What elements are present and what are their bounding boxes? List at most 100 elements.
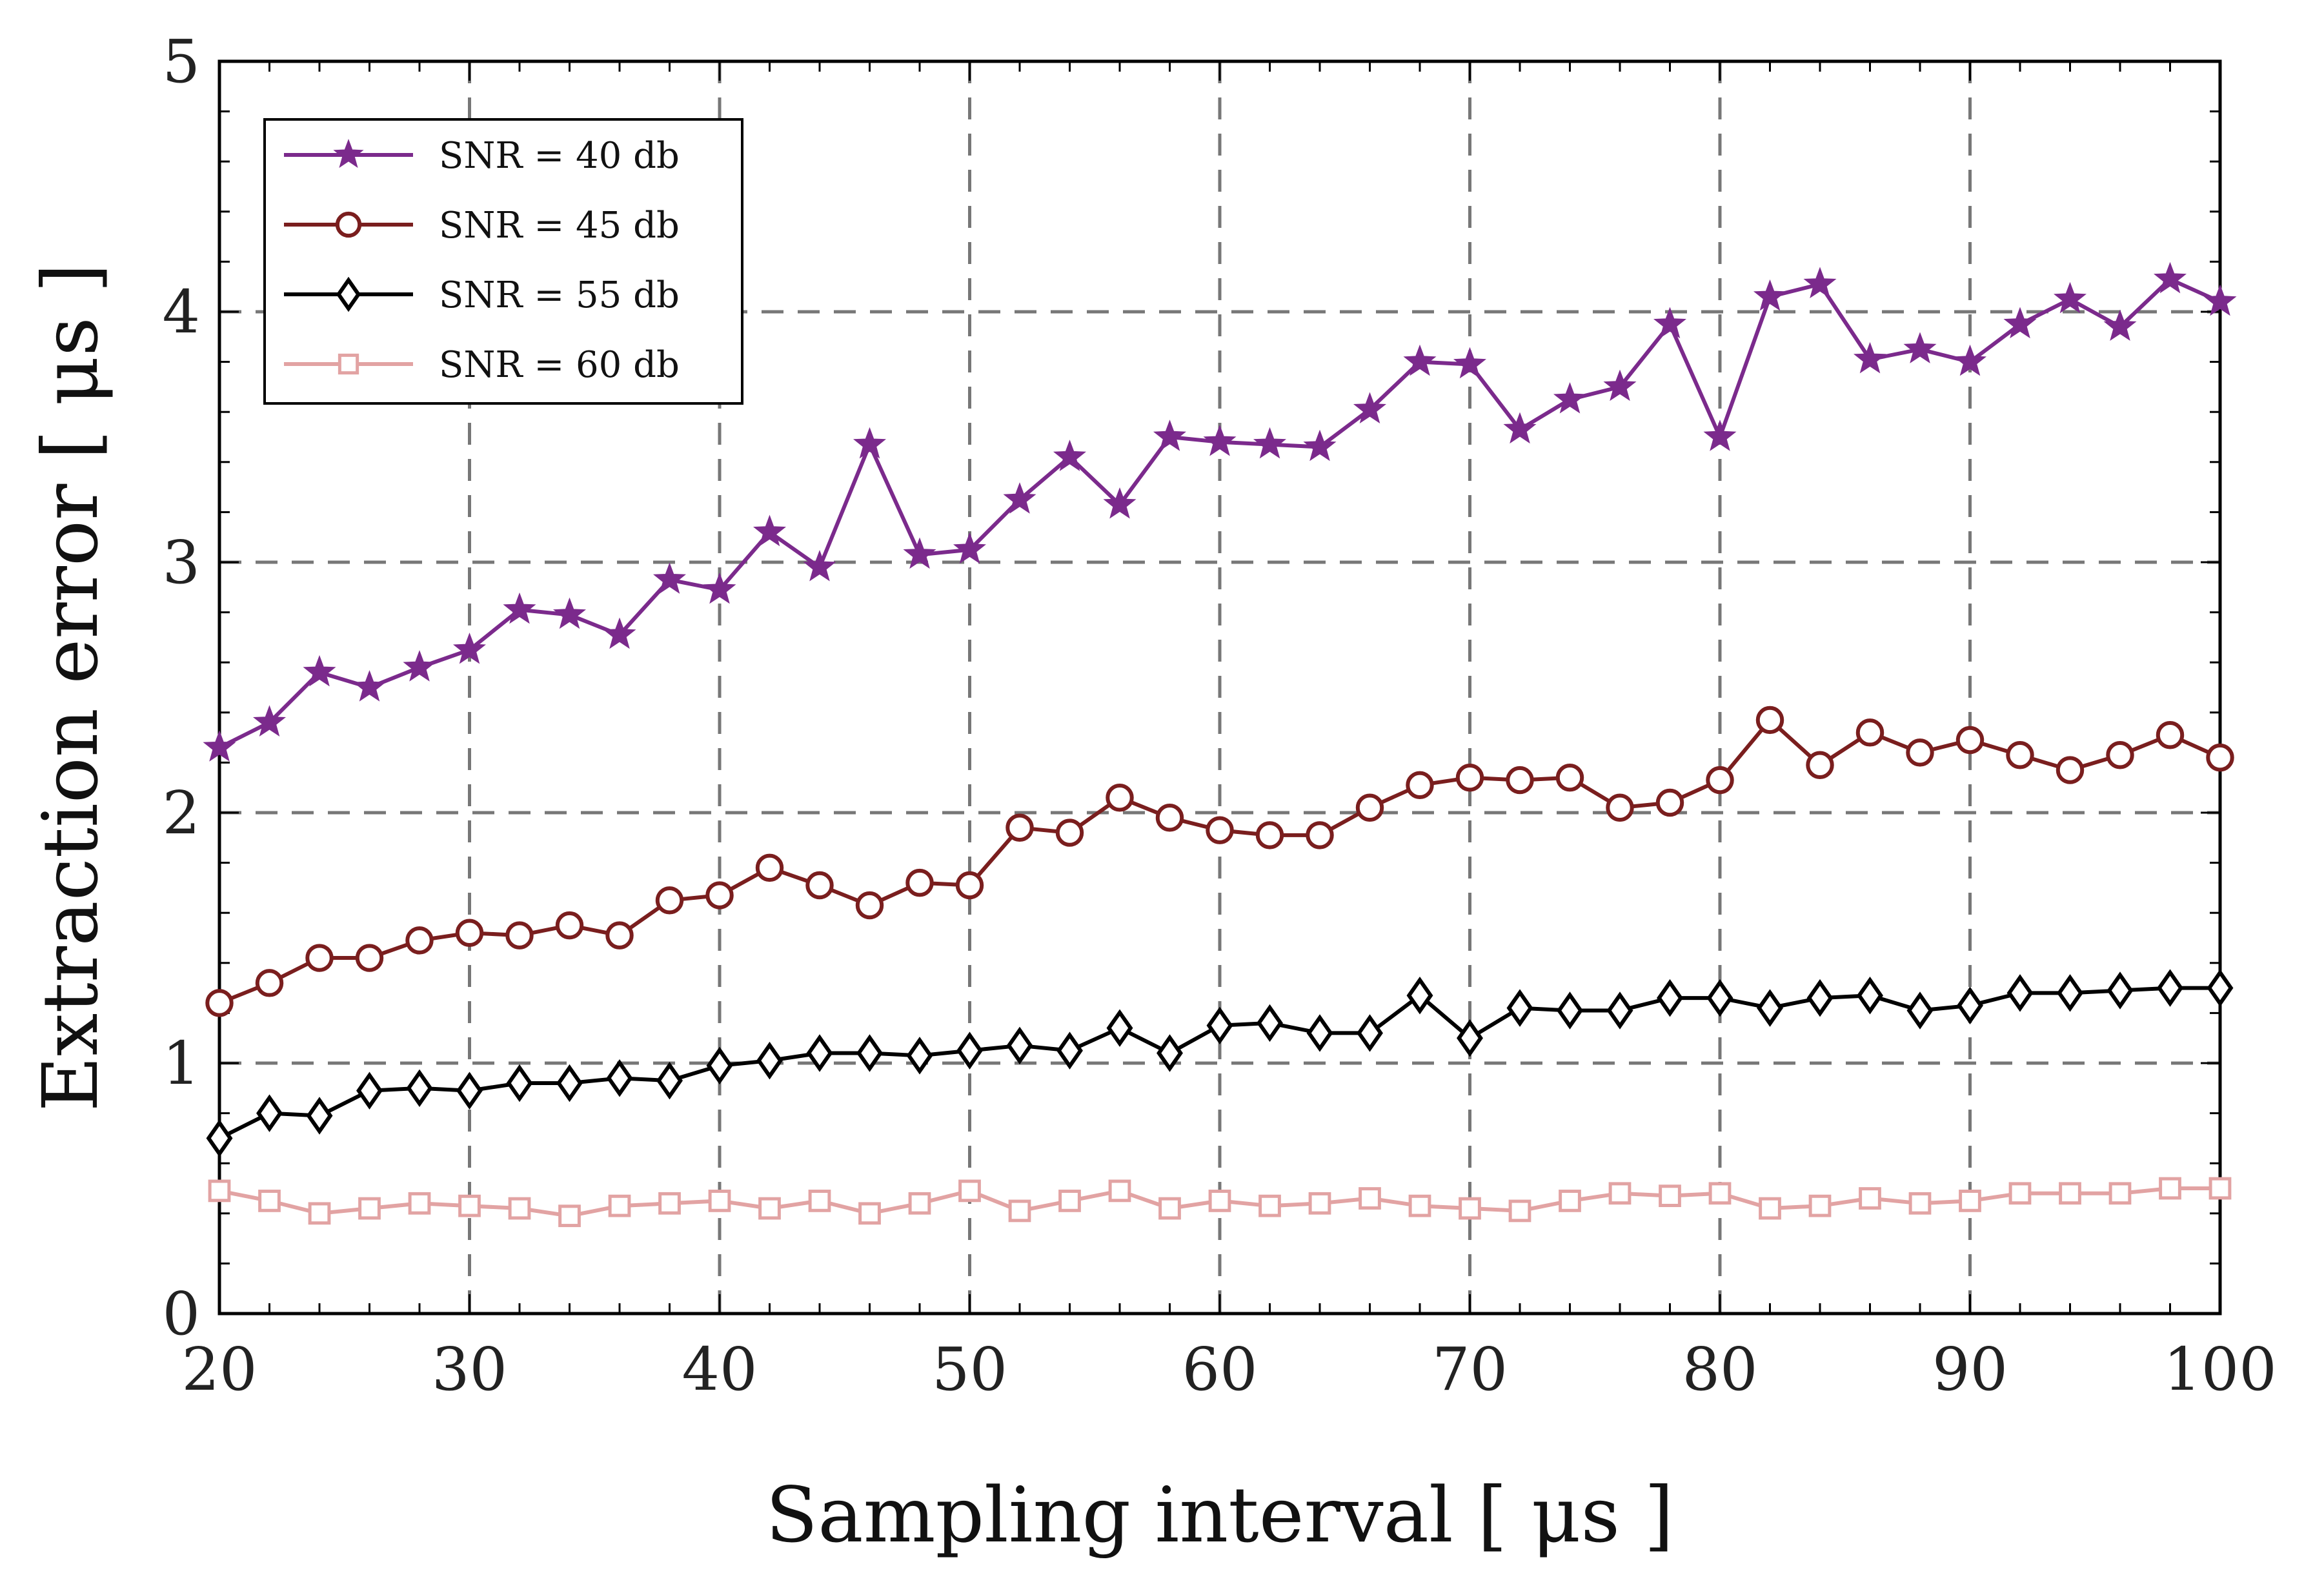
data-point-star	[803, 549, 836, 582]
data-point-star	[1603, 369, 1637, 401]
data-point-diamond	[1706, 979, 1733, 1017]
data-point-diamond	[1957, 986, 1983, 1024]
legend: SNR = 40 db SNR = 45 db SNR = 55 db SNR = 6…	[263, 118, 743, 405]
x-tick-label: 50	[932, 1335, 1007, 1404]
data-point-star	[552, 597, 587, 629]
data-point-square	[358, 1197, 381, 1220]
data-point-circle	[305, 944, 334, 972]
data-point-circle	[1606, 793, 1634, 822]
legend-label: SNR = 40 db	[439, 135, 680, 177]
data-point-circle	[605, 921, 634, 950]
data-point-diamond	[1157, 1034, 1183, 1072]
y-tick-label: 5	[162, 27, 200, 96]
data-point-circle	[1555, 763, 1584, 792]
y-tick-label: 3	[162, 528, 200, 597]
data-point-circle	[905, 868, 934, 897]
x-tick-label: 90	[1932, 1335, 2008, 1404]
data-point-star	[1203, 424, 1237, 456]
data-point-star	[403, 650, 436, 682]
data-point-square	[1359, 1187, 1381, 1210]
data-point-square	[908, 1192, 931, 1215]
legend-entry: SNR = 40 db	[284, 135, 680, 177]
legend-entry: SNR = 55 db	[284, 274, 680, 316]
x-tick-label: 40	[682, 1335, 757, 1404]
data-point-circle	[1306, 821, 1334, 849]
data-point-star	[753, 514, 787, 547]
data-point-circle	[805, 871, 834, 900]
data-point-star	[1353, 392, 1387, 424]
data-point-circle	[355, 944, 384, 972]
data-point-star	[853, 427, 887, 459]
data-point-star	[953, 532, 987, 564]
data-point-diamond	[336, 276, 361, 312]
data-point-circle	[255, 969, 284, 997]
data-point-circle	[1655, 788, 1684, 817]
data-point-circle	[1806, 751, 1834, 780]
x-tick-label: 80	[1682, 1335, 1757, 1404]
data-point-square	[2159, 1177, 2181, 1200]
x-tick-label: 30	[432, 1335, 507, 1404]
series-snr-45-db	[205, 706, 2234, 1017]
data-point-diamond	[656, 1061, 683, 1100]
data-point-star	[2203, 284, 2237, 316]
data-point-diamond	[306, 1097, 333, 1135]
data-point-square	[1959, 1190, 1981, 1212]
data-point-star	[903, 537, 936, 569]
data-point-square	[1759, 1197, 1781, 1220]
data-point-star	[1953, 344, 1987, 376]
data-point-diamond	[906, 1037, 933, 1075]
x-tick-label: 60	[1182, 1335, 1257, 1404]
data-point-diamond	[1306, 1014, 1333, 1052]
data-point-square	[858, 1202, 881, 1225]
data-point-square	[208, 1179, 231, 1203]
data-point-star	[303, 655, 336, 687]
data-point-square	[458, 1194, 481, 1217]
y-tick-label: 0	[162, 1279, 200, 1348]
data-point-circle	[955, 871, 984, 900]
data-point-diamond	[1506, 989, 1533, 1027]
data-point-square	[2008, 1182, 2032, 1205]
data-point-square	[2208, 1177, 2232, 1200]
data-point-diamond	[1106, 1009, 1133, 1047]
data-point-circle	[1506, 766, 1534, 795]
data-point-star	[1503, 412, 1537, 444]
data-point-square	[258, 1190, 281, 1212]
data-point-circle	[405, 926, 434, 955]
series-group	[203, 261, 2237, 1228]
data-point-diamond	[456, 1072, 483, 1110]
data-point-diamond	[1357, 1014, 1383, 1052]
data-point-circle	[505, 921, 534, 950]
data-point-square	[1008, 1199, 1031, 1223]
data-point-star	[1553, 381, 1587, 414]
data-point-circle	[455, 919, 484, 947]
data-point-circle	[1106, 784, 1134, 812]
data-point-star	[1903, 332, 1937, 363]
data-point-square	[608, 1194, 631, 1217]
data-point-square	[1258, 1194, 1281, 1217]
data-point-star	[2053, 281, 2087, 314]
data-point-square	[508, 1197, 531, 1220]
legend-label: SNR = 60 db	[439, 344, 680, 386]
data-point-star	[1403, 344, 1437, 376]
legend-entry: SNR = 45 db	[284, 205, 680, 247]
data-point-square	[1908, 1192, 1932, 1215]
data-point-star	[503, 592, 536, 624]
data-point-diamond	[256, 1094, 283, 1132]
data-point-circle	[2156, 721, 2185, 749]
data-point-circle	[335, 211, 362, 238]
data-point-diamond	[856, 1034, 883, 1072]
data-point-diamond	[406, 1069, 433, 1108]
data-point-diamond	[1406, 977, 1433, 1015]
data-point-circle	[705, 881, 734, 909]
data-point-circle	[2056, 756, 2085, 784]
series-snr-40-db	[203, 261, 2237, 762]
data-point-star	[703, 572, 736, 604]
data-point-circle	[1206, 816, 1234, 844]
data-point-star	[603, 617, 636, 649]
data-point-circle	[1855, 718, 1884, 747]
x-axis-title: Sampling interval [ μs ]	[765, 1470, 1673, 1559]
data-point-circle	[2006, 741, 2034, 769]
data-point-circle	[205, 989, 234, 1017]
data-point-diamond	[506, 1064, 533, 1102]
